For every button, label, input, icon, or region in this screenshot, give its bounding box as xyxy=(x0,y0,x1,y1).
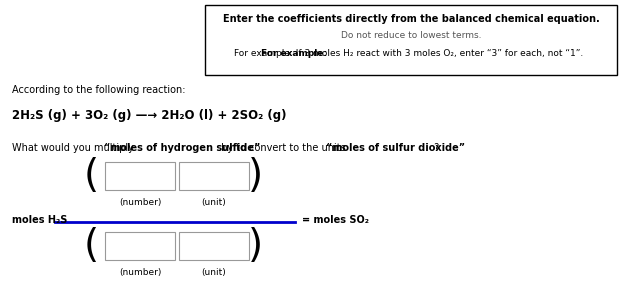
Text: (: ( xyxy=(84,227,99,265)
Text: What would you multiply: What would you multiply xyxy=(12,143,137,153)
Text: by to convert to the units: by to convert to the units xyxy=(218,143,349,153)
Text: 2H₂S (g) + 3O₂ (g) —→ 2H₂O (l) + 2SO₂ (g): 2H₂S (g) + 3O₂ (g) —→ 2H₂O (l) + 2SO₂ (g… xyxy=(12,109,286,122)
Text: ): ) xyxy=(248,157,263,195)
FancyBboxPatch shape xyxy=(205,5,617,75)
Text: “moles of hydrogen sulfide”: “moles of hydrogen sulfide” xyxy=(104,143,261,153)
FancyBboxPatch shape xyxy=(179,162,249,190)
Text: “moles of sulfur dioxide”: “moles of sulfur dioxide” xyxy=(326,143,465,153)
Text: ?: ? xyxy=(431,143,439,153)
Text: ): ) xyxy=(248,227,263,265)
Text: (number): (number) xyxy=(119,268,161,278)
Text: (unit): (unit) xyxy=(202,268,227,278)
Text: = moles SO₂: = moles SO₂ xyxy=(302,215,369,225)
Text: (number): (number) xyxy=(119,198,161,207)
Text: Do not reduce to lowest terms.: Do not reduce to lowest terms. xyxy=(341,31,481,39)
Text: (unit): (unit) xyxy=(202,198,227,207)
Text: moles H₂S: moles H₂S xyxy=(12,215,67,225)
Text: For example:: For example: xyxy=(261,48,327,58)
FancyBboxPatch shape xyxy=(179,232,249,260)
FancyBboxPatch shape xyxy=(105,232,175,260)
FancyBboxPatch shape xyxy=(105,162,175,190)
Text: Enter the coefficients directly from the balanced chemical equation.: Enter the coefficients directly from the… xyxy=(223,14,600,24)
Text: According to the following reaction:: According to the following reaction: xyxy=(12,85,185,95)
Text: (: ( xyxy=(84,157,99,195)
Text: For example: If 3 moles H₂ react with 3 moles O₂, enter “3” for each, not “1”.: For example: If 3 moles H₂ react with 3 … xyxy=(235,48,583,58)
